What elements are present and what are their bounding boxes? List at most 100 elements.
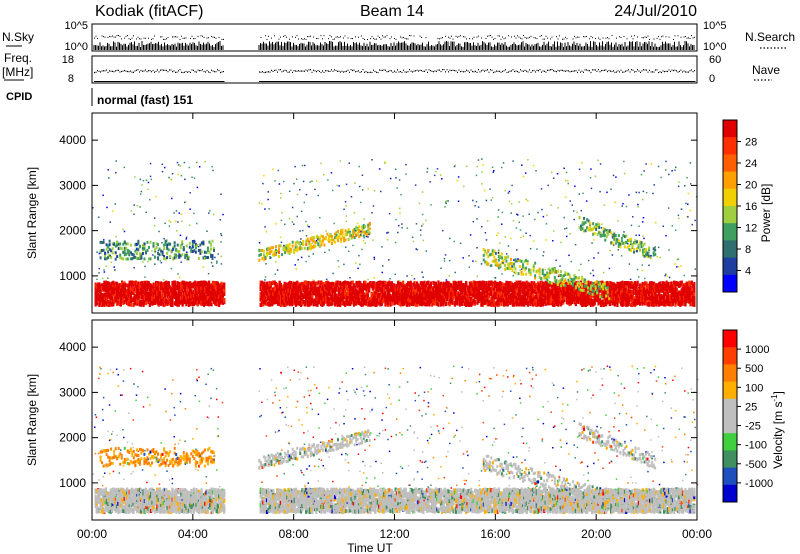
echo-cell (119, 297, 122, 302)
nave-sample (464, 81, 466, 82)
echo-cell (120, 288, 124, 293)
echo-cell (262, 291, 265, 296)
echo-cell (456, 292, 459, 297)
echo-cell (346, 281, 349, 286)
echo-cell (197, 285, 201, 290)
echo-cell (441, 288, 444, 293)
echo-cell (215, 281, 218, 286)
nave-sample (290, 81, 292, 82)
freq-sample (445, 71, 446, 73)
echo-cell (455, 291, 458, 296)
freq-sample (136, 69, 137, 71)
echo-cell (432, 292, 435, 297)
freq-sample (602, 69, 604, 72)
echo-cell (487, 302, 490, 307)
echo-cell (165, 289, 168, 294)
echo-cell (127, 283, 130, 288)
echo-cell (398, 292, 401, 297)
echo-cell (264, 290, 267, 295)
nave-sample (121, 81, 123, 82)
echo-cell (148, 302, 151, 307)
echo-cell (376, 292, 380, 297)
search-noise-sample (184, 37, 185, 39)
search-noise-sample (643, 37, 644, 39)
nave-sample (460, 81, 462, 82)
freq-sample (355, 71, 356, 73)
echo-cell (136, 285, 139, 290)
freq-sample (589, 70, 590, 72)
echo-cell (408, 298, 411, 303)
freq-sample (158, 71, 160, 73)
nave-sample (185, 81, 187, 82)
echo-cell (94, 293, 97, 298)
echo-cell (491, 303, 494, 308)
nave-sample (170, 81, 172, 82)
echo-cell (413, 287, 416, 292)
echo-cell (320, 280, 323, 285)
echo-cell (294, 289, 298, 294)
search-noise-sample (211, 35, 212, 37)
echo-cell (429, 285, 432, 290)
echo-cell (221, 293, 225, 298)
echo-cell (347, 300, 351, 305)
echo-cell (386, 294, 390, 299)
nave-sample (386, 81, 388, 82)
nave-sample (598, 81, 600, 82)
echo-cell (339, 297, 342, 302)
echo-cell (422, 297, 425, 302)
echo-cell (443, 282, 446, 287)
echo-cell (452, 288, 455, 293)
freq-sample (286, 70, 287, 72)
echo-cell (398, 282, 401, 287)
echo-cell (491, 281, 494, 286)
echo-cell (355, 292, 358, 297)
echo-cell (355, 280, 358, 285)
search-noise-sample (442, 37, 443, 39)
echo-cell (449, 299, 453, 304)
freq-sample (202, 69, 203, 71)
echo-cell (141, 300, 144, 305)
freq-sample (107, 71, 109, 74)
echo-cell (299, 286, 303, 291)
nave-sample (373, 81, 375, 82)
search-noise-sample (694, 36, 695, 38)
freq-sample (460, 71, 461, 73)
search-noise-sample (586, 35, 587, 37)
echo-cell (269, 302, 272, 307)
echo-cell (463, 301, 467, 306)
nave-sample (289, 81, 291, 82)
freq-sample (221, 71, 223, 73)
echo-cell (194, 282, 197, 287)
echo-cell (303, 285, 306, 290)
echo-cell (138, 285, 141, 290)
nave-sample (415, 81, 417, 82)
echo-cell (213, 283, 216, 288)
echo-cell (95, 295, 98, 300)
echo-cell (497, 291, 501, 296)
freq-sample (443, 69, 445, 71)
freq-sample (569, 71, 571, 73)
nave-sample (443, 81, 445, 82)
echo-cell (166, 300, 169, 305)
nave-sample (179, 81, 181, 82)
echo-cell (281, 292, 284, 297)
echo-cell (360, 302, 363, 307)
echo-cell (162, 302, 165, 307)
echo-cell (405, 292, 409, 297)
echo-cell (340, 285, 343, 290)
echo-cell (357, 300, 361, 305)
nave-sample (260, 81, 262, 82)
freq-sample (587, 69, 589, 72)
echo-cell (187, 299, 190, 304)
freq-sample (532, 70, 533, 72)
echo-cell (137, 283, 140, 288)
echo-cell (443, 298, 446, 303)
freq-sample (475, 70, 476, 72)
echo-cell (168, 285, 172, 290)
echo-cell (366, 302, 369, 307)
echo-cell (196, 292, 199, 297)
echo-cell (395, 298, 398, 303)
freq-sample (479, 71, 481, 73)
echo-cell (282, 291, 285, 296)
echo-cell (478, 291, 482, 296)
